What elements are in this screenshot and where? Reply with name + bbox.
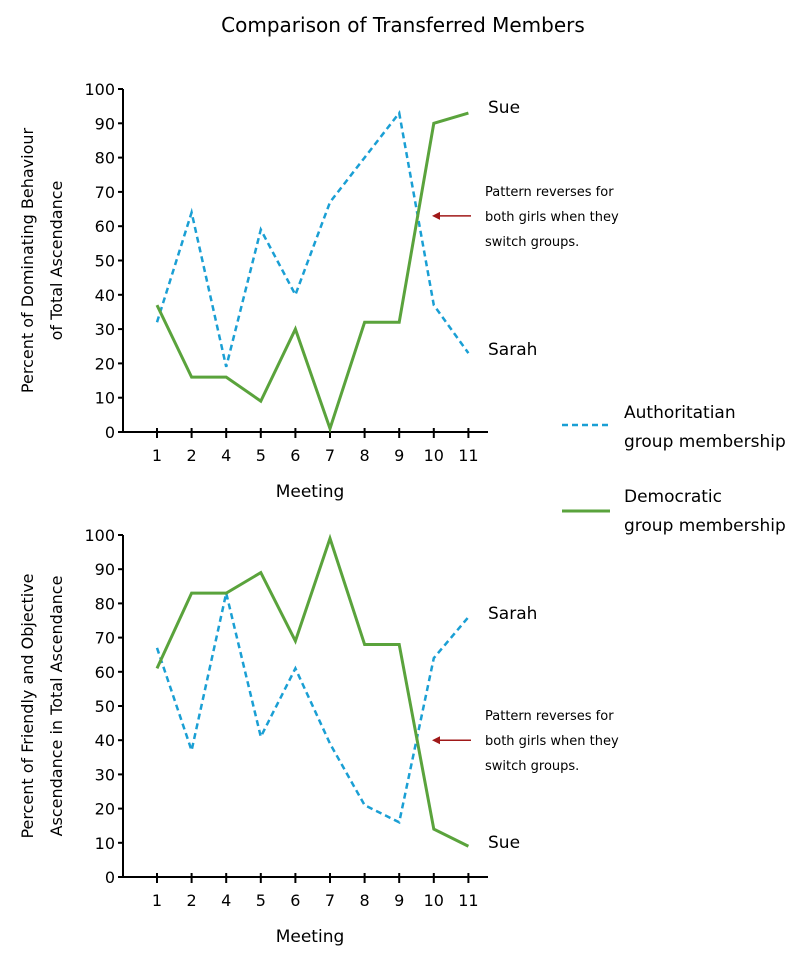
x-tick-label: 11 [458,446,478,465]
x-tick-label: 10 [424,446,444,465]
end-label-authoritarian: Sarah [488,604,537,624]
plot-2: 0 10 20 30 40 50 60 70 80 90 100 1 2 4 5 6 7 8 9 10 11 Meetin… [18,526,619,947]
y-tick-label: 10 [95,834,115,853]
annotation-line3: switch groups. [485,235,579,250]
x-tick-label: 4 [221,446,231,465]
end-label-democratic: Sue [488,98,520,118]
legend: Authoritatian group membership Democrati… [562,403,786,536]
legend-label-democratic-1: Democratic [624,487,722,507]
y-tick-label: 50 [95,697,115,716]
x-tick-label: 11 [458,891,478,910]
y-axis-label-line2: Ascendance in Total Ascendance [47,576,66,837]
y-tick-label: 30 [95,765,115,784]
y-tick-label: 70 [95,183,115,202]
annotation-line2: both girls when they [485,734,619,749]
legend-label-authoritarian-1: Authoritatian [624,403,736,423]
y-tick-label: 30 [95,320,115,339]
x-axis-label: Meeting [276,482,345,502]
annotation-line1: Pattern reverses for [485,185,614,200]
x-tick-label: 9 [394,891,404,910]
end-label-democratic: Sue [488,833,520,853]
y-tick-label: 70 [95,629,115,648]
y-axis-label-line1: Percent of Friendly and Objective [18,573,37,838]
x-axis-label: Meeting [276,927,345,947]
y-tick-label: 90 [95,114,115,133]
y-tick-label: 100 [84,526,115,545]
x-tick-label: 5 [256,891,266,910]
x-tick-label: 9 [394,446,404,465]
x-tick-label: 2 [187,891,197,910]
y-tick-label: 0 [105,868,115,887]
x-tick-label: 6 [290,446,300,465]
x-tick-label: 1 [152,446,162,465]
legend-label-authoritarian-2: group membership [624,432,786,452]
y-tick-label: 20 [95,354,115,373]
y-tick-label: 60 [95,217,115,236]
y-tick-label: 10 [95,389,115,408]
x-tick-label: 7 [325,891,335,910]
y-tick-label: 100 [84,80,115,99]
chart-title: Comparison of Transferred Members [221,13,585,37]
legend-label-democratic-2: group membership [624,516,786,536]
y-tick-label: 60 [95,663,115,682]
arrow-head-icon [432,212,440,220]
x-tick-label: 8 [360,891,370,910]
y-tick-label: 20 [95,800,115,819]
x-tick-label: 7 [325,446,335,465]
x-tick-label: 4 [221,891,231,910]
x-tick-label: 2 [187,446,197,465]
y-tick-label: 40 [95,731,115,750]
y-tick-label: 80 [95,594,115,613]
y-axis-label-line1: Percent of Dominating Behaviour [18,127,37,393]
y-tick-label: 40 [95,286,115,305]
arrow-head-icon [432,736,440,744]
x-tick-label: 8 [360,446,370,465]
x-tick-label: 6 [290,891,300,910]
series-line-democratic [157,538,468,846]
series-line-authoritarian [157,113,468,367]
annotation-line2: both girls when they [485,210,619,225]
annotation-line1: Pattern reverses for [485,709,614,724]
y-axis-label-line2: of Total Ascendance [47,181,66,341]
y-tick-label: 0 [105,423,115,442]
end-label-authoritarian: Sarah [488,340,537,360]
x-tick-label: 10 [424,891,444,910]
series-line-authoritarian [157,593,468,822]
y-tick-label: 50 [95,252,115,271]
x-tick-label: 5 [256,446,266,465]
y-tick-label: 90 [95,560,115,579]
y-tick-label: 80 [95,149,115,168]
annotation-line3: switch groups. [485,759,579,774]
x-tick-label: 1 [152,891,162,910]
plot-1: 0 10 20 30 40 50 60 70 80 90 100 1 2 4 5 6 7 8 9 10 11 Meetin… [18,80,619,502]
